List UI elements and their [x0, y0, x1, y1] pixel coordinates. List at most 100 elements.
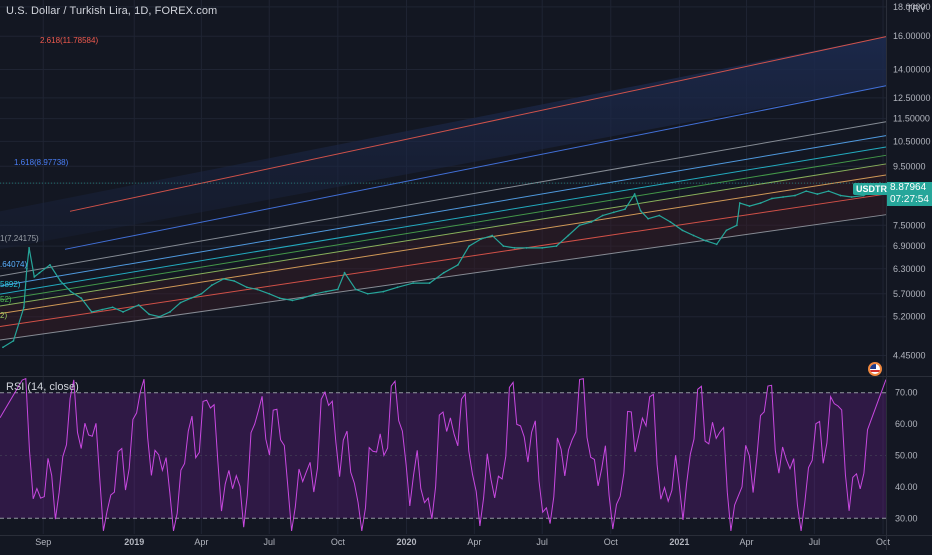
fib-zone-lower [0, 163, 886, 341]
price-point [366, 292, 369, 295]
price-point [33, 275, 36, 278]
price-point [770, 197, 773, 200]
symbol-badge: USDTRY [853, 183, 896, 195]
price-point [90, 311, 93, 313]
price-point [759, 202, 762, 204]
fib-label: .64074) [0, 260, 27, 269]
x-tick-label: Oct [331, 537, 346, 547]
price-point [179, 301, 182, 304]
price-point [541, 247, 544, 249]
price-point [633, 193, 636, 195]
price-point [715, 243, 718, 246]
price-point [210, 284, 213, 287]
price-point [314, 292, 317, 295]
price-point [735, 224, 738, 227]
price-point [748, 205, 751, 207]
price-point [839, 194, 842, 197]
price-point [862, 194, 865, 197]
y-tick-label: 10.50000 [893, 136, 931, 146]
y-tick-label: 6.30000 [893, 264, 926, 274]
price-point [502, 245, 505, 248]
price-point [325, 290, 327, 293]
price-point [442, 271, 445, 274]
price-point [278, 297, 281, 300]
fib-level-6 [0, 163, 887, 307]
us-flag-icon[interactable] [868, 362, 882, 376]
fib-level-5 [0, 154, 887, 301]
price-point [567, 234, 570, 237]
price-point [382, 290, 385, 293]
fib-level-1 [64, 85, 887, 250]
price-point [805, 190, 808, 193]
x-tick-label: Sep [35, 537, 51, 547]
rsi-y-tick-label: 50.00 [895, 451, 918, 461]
price-point [468, 245, 471, 248]
fib-level-4 [0, 146, 887, 295]
y-tick-label: 6.90000 [893, 241, 926, 251]
price-point [850, 196, 853, 198]
price-point [624, 208, 626, 211]
price-point [555, 245, 558, 248]
x-tick-label: Oct [876, 537, 891, 547]
rsi-y-tick-label: 40.00 [895, 482, 918, 492]
price-point [158, 315, 161, 318]
price-point [169, 311, 171, 313]
x-tick-label: Apr [194, 537, 208, 547]
y-tick-label: 11.50000 [893, 114, 930, 124]
price-point [704, 239, 707, 242]
price-point [256, 288, 259, 291]
rsi-title: RSI (14, close) [6, 381, 79, 393]
fib-level-2 [0, 121, 887, 277]
price-point [101, 308, 104, 311]
countdown-badge: 07:27:54 [887, 194, 932, 206]
price-point [25, 267, 28, 270]
price-point [137, 304, 140, 306]
price-point [49, 263, 51, 266]
price-point [513, 247, 516, 249]
y-tick-label: 18.00000 [893, 2, 931, 12]
price-point [525, 247, 528, 249]
rsi-y-tick-label: 70.00 [895, 388, 918, 398]
price-point [122, 311, 124, 313]
price-point [669, 221, 672, 223]
y-tick-label: 5.20000 [893, 312, 926, 322]
price-point [491, 234, 494, 237]
fib-label: 2) [0, 311, 7, 320]
rsi-y-tick-label: 60.00 [895, 419, 918, 429]
price-point [268, 292, 271, 295]
price-point [343, 271, 346, 274]
price-point [578, 224, 581, 227]
currency-label: TRY [906, 4, 926, 15]
rsi-y-tick-label: 30.00 [895, 513, 918, 523]
price-point [200, 292, 203, 295]
fib-label: 52) [0, 295, 12, 304]
fib-level-0 [69, 36, 887, 212]
price-point [428, 282, 431, 284]
x-tick-label: Jul [809, 537, 821, 547]
fib-level-7 [0, 174, 887, 315]
x-tick-label: Oct [604, 537, 619, 547]
price-point [396, 286, 399, 289]
last-price-badge: 8.87964 [887, 182, 932, 194]
y-tick-label: 5.70000 [893, 289, 926, 299]
price-point [480, 238, 482, 240]
x-tick-label: Jul [263, 537, 275, 547]
price-point [647, 217, 649, 220]
price-point [658, 214, 661, 217]
fib-label: 5892) [0, 280, 21, 289]
x-tick-label: 2021 [669, 537, 689, 547]
price-point [827, 190, 830, 193]
price-point [639, 209, 642, 212]
price-point [69, 290, 72, 293]
fib-level-9 [0, 214, 887, 341]
price-point [2, 346, 4, 349]
price-point [601, 214, 604, 217]
y-tick-label: 7.50000 [893, 220, 926, 230]
x-tick-label: Apr [467, 537, 481, 547]
price-point [148, 313, 151, 316]
price-point [816, 193, 819, 195]
fib-zone-upper [0, 36, 886, 250]
x-tick-label: 2020 [396, 537, 416, 547]
